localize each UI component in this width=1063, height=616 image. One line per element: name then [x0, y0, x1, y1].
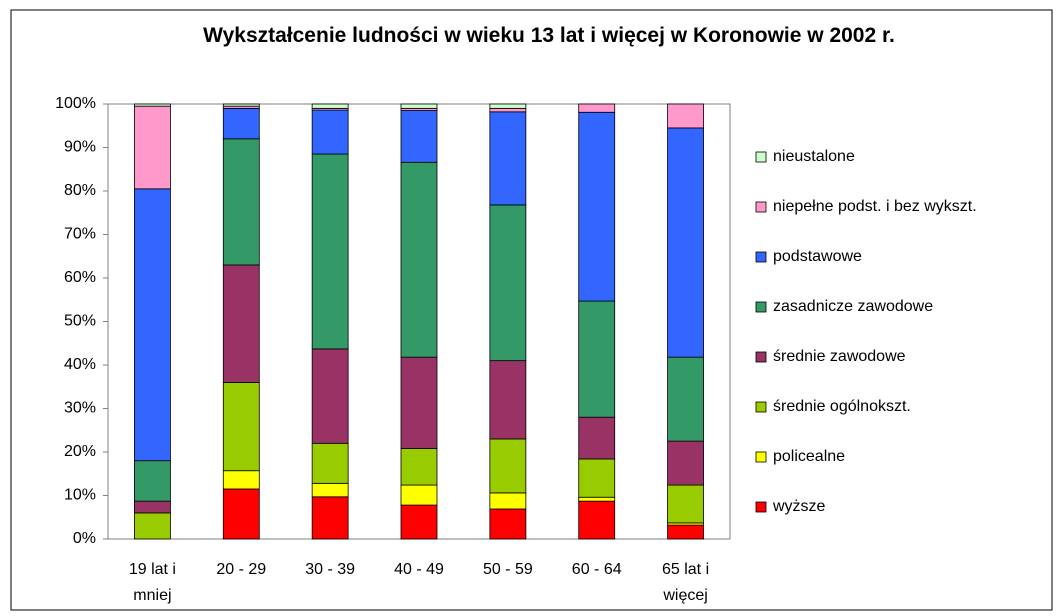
bar-segment: [311, 109, 349, 155]
bar-segment: [400, 504, 438, 540]
bar-segment: [311, 153, 349, 350]
bar-segment: [222, 264, 260, 383]
y-tick-label: 80%: [64, 182, 96, 199]
bar-segment: [667, 440, 704, 486]
bar-segment: [222, 488, 260, 540]
x-tick-label: 65 lat i więcej: [661, 561, 710, 604]
bar-segment: [311, 348, 349, 444]
x-tick-label: 40 - 49: [394, 561, 444, 578]
chart-title: Wykształcenie ludności w wieku 13 lat i …: [203, 24, 895, 47]
legend-label: zasadnicze zawodowe: [773, 298, 933, 315]
bar-segment: [489, 103, 527, 109]
y-tick-label: 100%: [55, 95, 96, 112]
bar-segment: [578, 496, 616, 502]
y-tick-label: 70%: [64, 226, 96, 243]
bar-segment: [489, 111, 527, 206]
bar-segment: [578, 416, 616, 460]
bar-segment: [489, 438, 527, 494]
bar-segment: [578, 300, 616, 418]
y-tick-label: 50%: [64, 313, 96, 330]
bar-segment: [134, 512, 171, 540]
bar-segment: [222, 381, 260, 472]
legend-label: nieustalone: [773, 148, 855, 165]
y-tick-label: 10%: [64, 487, 96, 504]
y-tick-label: 40%: [64, 356, 96, 373]
bar-segment: [222, 138, 260, 266]
y-tick-label: 30%: [64, 400, 96, 417]
legend-label: podstawowe: [773, 248, 862, 265]
bar-segment: [311, 103, 349, 109]
x-tick-label: 50 - 59: [482, 561, 533, 578]
bar-segment: [489, 204, 527, 362]
legend-swatch: [755, 401, 767, 413]
bar-segment: [222, 103, 260, 107]
bar-segment: [222, 107, 260, 140]
legend-swatch: [755, 251, 767, 263]
x-tick-label: 19 lat i mniej: [128, 561, 176, 604]
legend-swatch: [755, 201, 767, 213]
y-tick-label: 60%: [64, 269, 96, 286]
legend-label: wyższe: [772, 498, 826, 515]
bar-segment: [667, 103, 704, 129]
bar-segment: [400, 110, 438, 163]
bar-segment: [400, 356, 438, 449]
bar-segment: [489, 508, 527, 540]
bar-segment: [400, 103, 438, 109]
legend-swatch: [755, 151, 767, 163]
bar-segment: [489, 492, 527, 510]
bar-segment: [667, 524, 704, 540]
bar-segment: [667, 484, 704, 524]
bar-segment: [311, 442, 349, 484]
bar-segment: [489, 360, 527, 440]
bar-segment: [578, 458, 616, 498]
legend-swatch: [755, 451, 767, 463]
bar-segment: [311, 482, 349, 498]
x-tick-label: 60 - 64: [571, 561, 622, 578]
y-tick-label: 20%: [64, 443, 96, 460]
bar-segment: [134, 500, 171, 514]
x-tick-label: 30 - 39: [305, 561, 356, 578]
bar-segment: [489, 107, 527, 113]
bar-segment: [400, 161, 438, 358]
legend-label: niepełne podst. i bez wykszt.: [773, 198, 977, 215]
bar-segment: [311, 496, 349, 540]
bar-segment: [134, 105, 171, 190]
bar-segment: [222, 470, 260, 490]
legend-swatch: [755, 501, 767, 513]
legend-swatch: [755, 351, 767, 363]
y-tick-label: 90%: [64, 139, 96, 156]
legend-label: średnie ogólnokszt.: [773, 398, 911, 415]
bar-segment: [578, 111, 616, 302]
y-tick-label: 0%: [73, 530, 96, 547]
legend-swatch: [755, 301, 767, 313]
legend-label: średnie zawodowe: [773, 348, 906, 365]
bar-segment: [667, 127, 704, 358]
bar-segment: [134, 188, 171, 462]
bar-segment: [578, 103, 616, 113]
bar-segment: [400, 484, 438, 506]
x-tick-label: 20 - 29: [216, 561, 267, 578]
bar-segment: [578, 500, 616, 540]
legend-label: policealne: [773, 448, 845, 465]
bar-segment: [400, 448, 438, 486]
bar-segment: [134, 460, 171, 502]
bar-segment: [134, 103, 171, 107]
bar-segment: [667, 356, 704, 442]
